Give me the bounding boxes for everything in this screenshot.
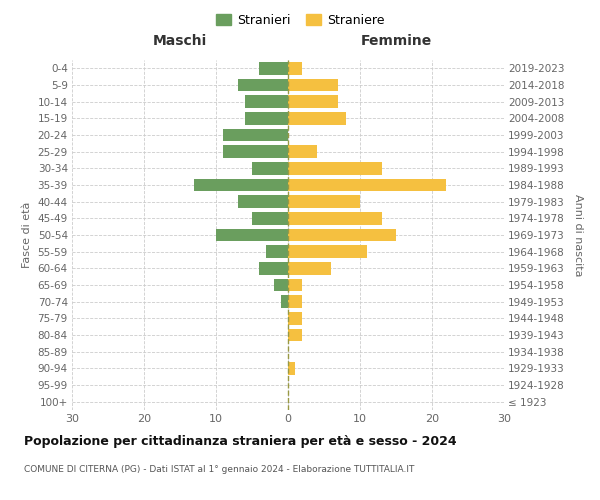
Legend: Stranieri, Straniere: Stranieri, Straniere bbox=[211, 8, 389, 32]
Bar bbox=[266, 246, 288, 258]
Bar bbox=[259, 62, 288, 74]
Text: COMUNE DI CITERNA (PG) - Dati ISTAT al 1° gennaio 2024 - Elaborazione TUTTITALIA: COMUNE DI CITERNA (PG) - Dati ISTAT al 1… bbox=[24, 465, 415, 474]
Bar bbox=[288, 212, 382, 224]
Text: Femmine: Femmine bbox=[361, 34, 431, 48]
Bar bbox=[288, 62, 302, 74]
Bar bbox=[281, 296, 288, 308]
Bar bbox=[288, 362, 295, 374]
Bar bbox=[288, 196, 360, 208]
Bar bbox=[274, 279, 288, 291]
Y-axis label: Anni di nascita: Anni di nascita bbox=[573, 194, 583, 276]
Bar bbox=[252, 212, 288, 224]
Bar bbox=[259, 262, 288, 274]
Bar bbox=[238, 79, 288, 92]
Bar bbox=[194, 179, 288, 192]
Bar bbox=[223, 129, 288, 141]
Bar bbox=[238, 196, 288, 208]
Bar bbox=[223, 146, 288, 158]
Bar bbox=[288, 312, 302, 324]
Bar bbox=[245, 96, 288, 108]
Bar bbox=[216, 229, 288, 241]
Text: Popolazione per cittadinanza straniera per età e sesso - 2024: Popolazione per cittadinanza straniera p… bbox=[24, 435, 457, 448]
Bar bbox=[252, 162, 288, 174]
Bar bbox=[288, 262, 331, 274]
Bar bbox=[288, 329, 302, 341]
Bar bbox=[288, 246, 367, 258]
Bar bbox=[245, 112, 288, 124]
Bar bbox=[288, 146, 317, 158]
Bar bbox=[288, 162, 382, 174]
Bar bbox=[288, 79, 338, 92]
Text: Maschi: Maschi bbox=[153, 34, 207, 48]
Bar bbox=[288, 112, 346, 124]
Bar bbox=[288, 179, 446, 192]
Bar bbox=[288, 296, 302, 308]
Bar bbox=[288, 96, 338, 108]
Bar bbox=[288, 279, 302, 291]
Bar bbox=[288, 229, 396, 241]
Y-axis label: Fasce di età: Fasce di età bbox=[22, 202, 32, 268]
